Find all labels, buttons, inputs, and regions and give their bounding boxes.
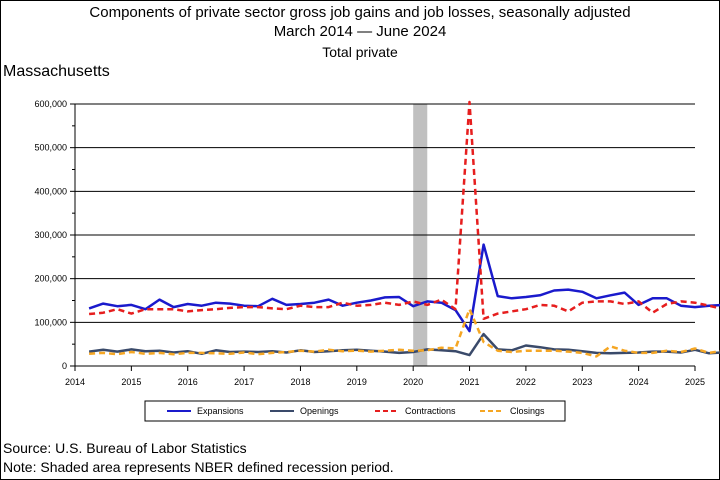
x-tick-label: 2023	[572, 377, 592, 387]
y-tick-label: 500,000	[34, 143, 67, 153]
chart-subtitle: Total private	[322, 44, 398, 60]
region-label: Massachusetts	[3, 63, 110, 80]
recession-note: Note: Shaded area represents NBER define…	[3, 459, 394, 475]
x-tick-label: 2015	[121, 377, 141, 387]
y-tick-label: 200,000	[34, 274, 67, 284]
chart-title: Components of private sector gross job g…	[89, 4, 631, 21]
legend-label-closings: Closings	[510, 406, 545, 416]
y-tick-label: 100,000	[34, 317, 67, 327]
y-tick-label: 300,000	[34, 230, 67, 240]
source-note: Source: U.S. Bureau of Labor Statistics	[3, 440, 247, 456]
x-tick-label: 2017	[234, 377, 254, 387]
x-tick-label: 2024	[629, 377, 649, 387]
x-tick-label: 2025	[685, 377, 705, 387]
legend-label-expansions: Expansions	[197, 406, 244, 416]
x-tick-label: 2014	[65, 377, 85, 387]
x-tick-label: 2022	[516, 377, 536, 387]
y-tick-label: 0	[62, 361, 67, 371]
x-tick-label: 2019	[347, 377, 367, 387]
legend-label-contractions: Contractions	[405, 406, 456, 416]
series-line-expansions	[88, 243, 720, 333]
series-line-closings	[89, 307, 720, 358]
x-tick-label: 2018	[290, 377, 310, 387]
legend-box	[144, 400, 566, 422]
x-tick-label: 2021	[460, 377, 480, 387]
legend-label-openings: Openings	[300, 406, 339, 416]
x-tick-label: 2016	[178, 377, 198, 387]
y-tick-label: 400,000	[34, 186, 67, 196]
y-tick-label: 600,000	[34, 99, 67, 109]
series-line-contractions	[88, 100, 720, 321]
series-line-openings	[88, 332, 720, 357]
x-tick-label: 2020	[403, 377, 423, 387]
chart-date-range: March 2014 — June 2024	[273, 23, 447, 40]
